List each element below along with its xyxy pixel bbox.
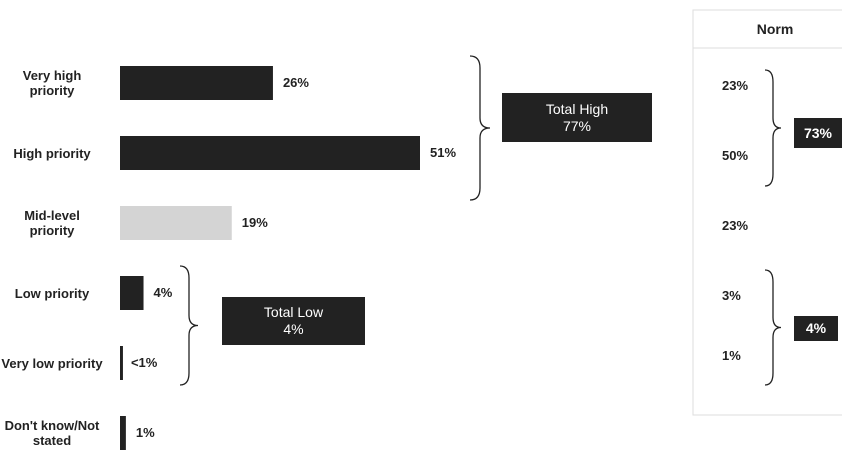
total-bracket [179,265,199,386]
category-label: Mid-level priority [24,208,80,238]
total-value: 4% [283,321,304,337]
category-label: Low priority [14,285,90,301]
bar [120,206,232,240]
norm-bracket [764,69,782,187]
value-label: 19% [241,215,268,230]
bar [120,276,144,310]
total-box: Total Low 4% [222,297,365,345]
bar [120,416,126,450]
total-label: Total High [545,100,609,117]
norm-value: 23% [722,78,749,93]
value-label: 1% [135,425,155,440]
norm-value: 3% [722,288,741,303]
category-label: Very high priority [22,68,82,98]
bar [120,136,420,170]
total-box: Total High 77% [502,93,652,142]
total-value: 77% [562,117,592,134]
norm-value: 50% [722,148,749,163]
value-label: 51% [430,145,457,160]
category-label: Very low priority [1,355,103,371]
norm-value: 1% [722,348,741,363]
norm-total: 4% [794,316,838,341]
norm-panel [692,9,842,416]
bar [120,346,123,380]
bar [120,66,273,100]
value-label: 4% [153,285,173,300]
norm-total: 73% [794,118,842,148]
value-label: <1% [130,355,158,370]
total-label: Total Low [263,304,324,320]
norm-value: 23% [722,218,749,233]
category-label: Don't know/Not stated [4,418,100,448]
value-label: 26% [282,75,309,90]
total-bracket [469,55,491,201]
norm-bracket [764,269,782,386]
norm-title: Norm [756,21,794,37]
category-label: High priority [13,145,91,161]
